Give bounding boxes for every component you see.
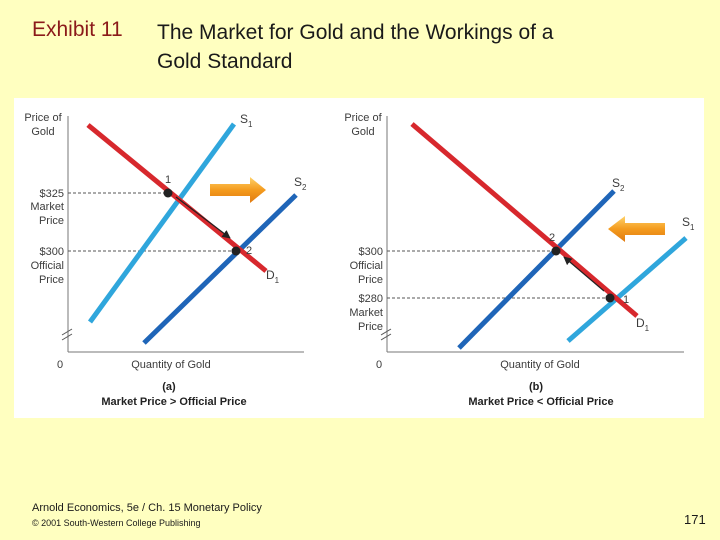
supply-curve-s2 bbox=[142, 193, 298, 345]
y-axis-label: Price of bbox=[344, 112, 382, 124]
equilibrium-point-1 bbox=[605, 293, 615, 303]
equilibrium-point-2 bbox=[551, 246, 561, 256]
exhibit-label: Exhibit 11 bbox=[32, 18, 123, 41]
axis-break bbox=[380, 328, 392, 336]
price-label-upper: Price bbox=[358, 274, 383, 286]
panel-a: Price of Gold S1 S2 D1 $325 Market Price… bbox=[24, 112, 307, 408]
price-label-upper: Official bbox=[350, 260, 383, 272]
price-label-lower: $300 bbox=[40, 246, 64, 258]
panel-b: Price of Gold S1 S2 D1 $300 Official Pri… bbox=[344, 112, 695, 408]
price-label-upper: Market bbox=[30, 201, 64, 213]
supply-curve-s2 bbox=[457, 189, 616, 350]
figure-panel: Price of Gold S1 S2 D1 $325 Market Price… bbox=[14, 98, 704, 418]
price-label-upper: Price bbox=[39, 215, 64, 227]
panel-caption: Market Price > Official Price bbox=[101, 396, 246, 408]
axis-break bbox=[380, 333, 392, 341]
gold-market-diagrams: Price of Gold S1 S2 D1 $325 Market Price… bbox=[24, 112, 695, 408]
origin-label: 0 bbox=[376, 359, 382, 371]
price-label-upper: $300 bbox=[359, 246, 383, 258]
s2-label: S2 bbox=[294, 175, 307, 192]
origin-label: 0 bbox=[57, 359, 63, 371]
arrow-right-icon bbox=[210, 177, 266, 203]
slide-title: The Market for Gold and the Workings of … bbox=[157, 21, 554, 73]
supply-curve-s1 bbox=[566, 236, 688, 343]
price-label-upper: $325 bbox=[40, 188, 64, 200]
footer-source: Arnold Economics, 5e / Ch. 15 Monetary P… bbox=[32, 502, 262, 514]
s1-label: S1 bbox=[240, 112, 253, 129]
axis-break bbox=[61, 333, 73, 341]
panel-letter: (b) bbox=[529, 381, 543, 393]
y-axis-label: Gold bbox=[31, 126, 54, 138]
price-label-lower: Price bbox=[358, 321, 383, 333]
y-axis-label: Gold bbox=[351, 126, 374, 138]
point-label-1: 1 bbox=[165, 174, 171, 186]
price-label-lower: Price bbox=[39, 274, 64, 286]
panel-caption: Market Price < Official Price bbox=[468, 396, 613, 408]
point-label-2: 2 bbox=[549, 232, 555, 244]
price-label-lower: Market bbox=[349, 307, 383, 319]
price-label-lower: $280 bbox=[359, 293, 383, 305]
d1-label: D1 bbox=[636, 316, 650, 333]
point-label-2: 2 bbox=[246, 245, 252, 257]
s1-label: S1 bbox=[682, 215, 695, 232]
movement-arrow bbox=[175, 196, 231, 239]
demand-curve-d1 bbox=[410, 122, 639, 318]
price-label-lower: Official bbox=[31, 260, 64, 272]
page-number: 171 bbox=[684, 512, 706, 527]
d1-label: D1 bbox=[266, 268, 280, 285]
x-axis-label: Quantity of Gold bbox=[131, 359, 211, 371]
point-label-1: 1 bbox=[623, 294, 629, 306]
equilibrium-point-2 bbox=[231, 246, 241, 256]
equilibrium-point-1 bbox=[163, 188, 173, 198]
movement-arrow bbox=[563, 256, 605, 292]
footer-copyright: © 2001 South-Western College Publishing bbox=[32, 518, 201, 528]
panel-letter: (a) bbox=[162, 381, 176, 393]
arrow-left-icon bbox=[608, 216, 665, 242]
y-axis-label: Price of bbox=[24, 112, 62, 124]
s2-label: S2 bbox=[612, 176, 625, 193]
x-axis-label: Quantity of Gold bbox=[500, 359, 580, 371]
axis-break bbox=[61, 328, 73, 336]
supply-curve-s1 bbox=[87, 122, 237, 324]
